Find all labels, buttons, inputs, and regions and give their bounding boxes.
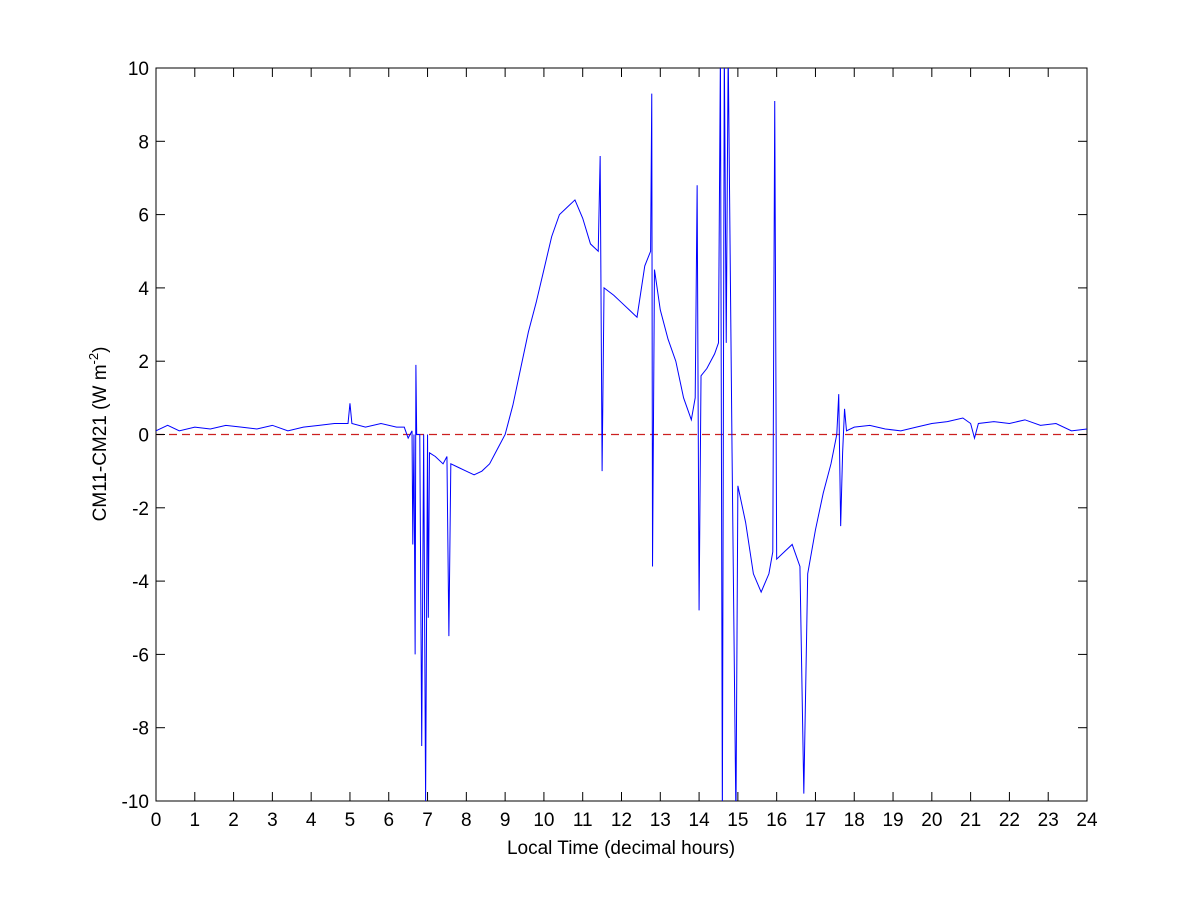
x-tick-label: 19 bbox=[882, 810, 903, 831]
y-tick-label: -2 bbox=[132, 499, 149, 520]
x-tick-label: 0 bbox=[151, 810, 162, 831]
x-tick-label: 6 bbox=[383, 810, 394, 831]
x-tick-label: 7 bbox=[422, 810, 433, 831]
y-tick-label: -4 bbox=[132, 572, 149, 593]
x-tick-label: 24 bbox=[1076, 810, 1098, 831]
y-tick-label: 10 bbox=[128, 59, 149, 80]
y-tick-label: 8 bbox=[138, 132, 149, 153]
x-tick-label: 8 bbox=[461, 810, 472, 831]
x-tick-label: 10 bbox=[533, 810, 554, 831]
x-tick-label: 5 bbox=[345, 810, 356, 831]
x-tick-label: 23 bbox=[1038, 810, 1059, 831]
plot-content bbox=[156, 68, 1087, 801]
x-tick-label: 2 bbox=[228, 810, 239, 831]
x-tick-label: 21 bbox=[960, 810, 981, 831]
x-tick-label: 20 bbox=[921, 810, 942, 831]
x-tick-label: 4 bbox=[306, 810, 317, 831]
x-tick-label: 11 bbox=[573, 810, 593, 831]
x-tick-label: 22 bbox=[999, 810, 1020, 831]
x-tick-label: 3 bbox=[267, 810, 278, 831]
y-tick-label: 6 bbox=[138, 206, 149, 227]
x-tick-label: 15 bbox=[727, 810, 748, 831]
x-tick-label: 14 bbox=[689, 810, 711, 831]
y-tick-label: 2 bbox=[138, 352, 149, 373]
y-tick-label: 0 bbox=[138, 426, 149, 447]
y-tick-label: 4 bbox=[138, 279, 149, 300]
x-tick-label: 12 bbox=[611, 810, 632, 831]
y-tick-label: -10 bbox=[122, 792, 149, 813]
x-tick-label: 17 bbox=[805, 810, 826, 831]
y-tick-label: -6 bbox=[132, 645, 149, 666]
plot-area bbox=[155, 67, 1088, 802]
data-line bbox=[156, 68, 1087, 801]
x-tick-label: 16 bbox=[766, 810, 787, 831]
x-tick-label: 1 bbox=[190, 810, 201, 831]
x-tick-label: 13 bbox=[650, 810, 671, 831]
y-tick-label: -8 bbox=[132, 719, 149, 740]
x-axis-label: Local Time (decimal hours) bbox=[507, 838, 735, 859]
x-tick-label: 9 bbox=[500, 810, 511, 831]
y-axis-label: CM11-CM21 (W m-2) bbox=[86, 347, 111, 522]
y-label-main: CM11-CM21 (W m bbox=[90, 364, 111, 521]
y-label-end: ) bbox=[90, 347, 111, 353]
y-label-exponent: -2 bbox=[86, 353, 101, 365]
x-tick-label: 18 bbox=[844, 810, 865, 831]
